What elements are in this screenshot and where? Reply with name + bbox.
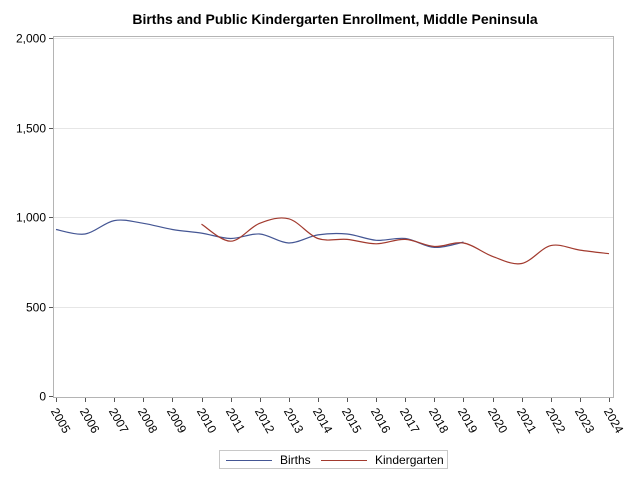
x-tick-label: 2005 bbox=[48, 406, 74, 436]
series-lines bbox=[55, 217, 610, 265]
plot-area bbox=[53, 36, 614, 398]
x-tick-label: 2016 bbox=[368, 406, 394, 436]
series-line-births bbox=[55, 219, 464, 249]
x-tick-label: 2013 bbox=[281, 406, 307, 436]
y-tick-label: 1,000 bbox=[16, 211, 46, 225]
legend-swatch-births bbox=[226, 459, 272, 461]
x-tick-label: 2024 bbox=[601, 406, 627, 436]
x-tick-label: 2017 bbox=[397, 406, 423, 436]
x-tick-label: 2008 bbox=[135, 406, 161, 436]
y-tick-label: 2,000 bbox=[16, 32, 46, 46]
x-tick-label: 2021 bbox=[514, 406, 540, 436]
x-tick-label: 2020 bbox=[485, 406, 511, 436]
x-tick-label: 2012 bbox=[252, 406, 278, 436]
x-tick-label: 2011 bbox=[223, 406, 248, 436]
legend-label-kindergarten: Kindergarten bbox=[375, 453, 444, 467]
x-tick-label: 2015 bbox=[339, 406, 365, 436]
y-tick-label: 1,500 bbox=[16, 122, 46, 136]
x-tick-label: 2006 bbox=[77, 406, 103, 436]
legend-label-births: Births bbox=[280, 453, 311, 467]
x-tick-label: 2023 bbox=[572, 406, 598, 436]
chart-title: Births and Public Kindergarten Enrollmen… bbox=[132, 11, 538, 27]
x-tick-label: 2018 bbox=[426, 406, 452, 436]
legend: Births Kindergarten bbox=[219, 450, 448, 469]
x-tick-label: 2010 bbox=[194, 406, 220, 436]
x-tick-label: 2022 bbox=[543, 406, 569, 436]
x-tick-label: 2007 bbox=[106, 406, 132, 436]
gridlines bbox=[54, 38, 613, 308]
legend-item-kindergarten: Kindergarten bbox=[321, 453, 444, 467]
x-tick-label: 2019 bbox=[455, 406, 481, 436]
y-tick-label: 0 bbox=[39, 390, 46, 404]
series-line-kindergarten bbox=[201, 217, 610, 265]
legend-swatch-kindergarten bbox=[321, 459, 367, 461]
y-tick-label: 500 bbox=[26, 301, 46, 315]
legend-item-births: Births bbox=[226, 453, 311, 467]
x-tick-label: 2009 bbox=[164, 406, 190, 436]
x-tick-label: 2014 bbox=[310, 406, 336, 436]
